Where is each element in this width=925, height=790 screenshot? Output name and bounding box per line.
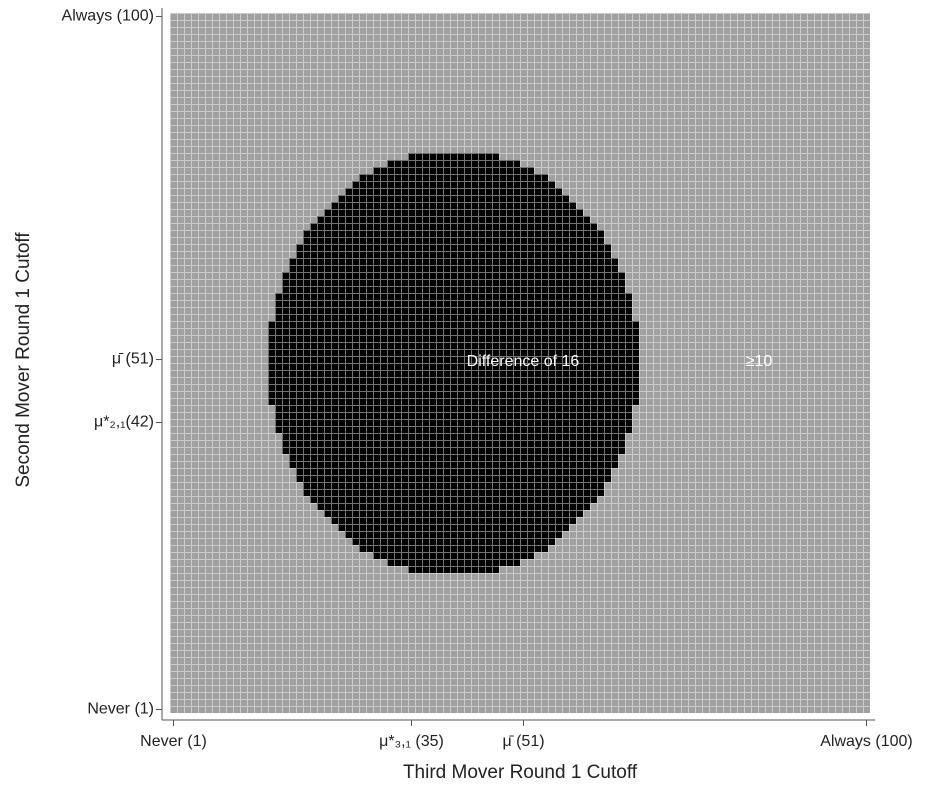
y-tick-label: Always (100) <box>62 8 154 25</box>
y-tick-label: Never (1) <box>87 701 154 718</box>
y-tick-label: μ*₂,₁(42) <box>94 414 154 431</box>
x-tick-label: Never (1) <box>140 733 207 750</box>
x-axis-title: Third Mover Round 1 Cutoff <box>403 762 638 783</box>
cell-grid <box>170 13 871 714</box>
x-tick-label: μ̄ (51) <box>502 733 544 750</box>
annotation: Difference of 16 <box>467 353 580 370</box>
y-tick-label: μ̄ (51) <box>112 351 154 368</box>
y-axis-title: Second Mover Round 1 Cutoff <box>13 232 34 488</box>
annotation: ≥10 <box>746 353 773 370</box>
x-tick-label: Always (100) <box>820 733 912 750</box>
x-tick-label: μ*₃,₁ (35) <box>379 733 444 750</box>
